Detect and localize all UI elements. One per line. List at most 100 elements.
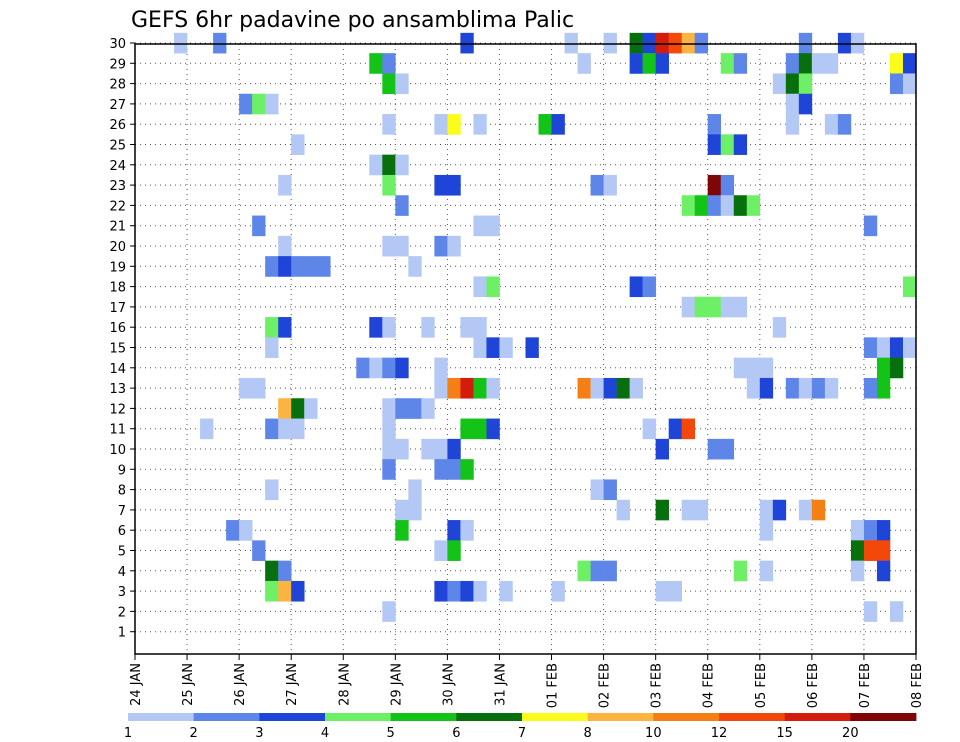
precip-cell — [759, 357, 774, 379]
y-tick-label: 25 — [109, 139, 126, 154]
precip-cell — [382, 459, 396, 480]
precip-cell — [447, 580, 461, 602]
precip-cell — [655, 580, 669, 602]
precip-cell — [499, 580, 513, 602]
precip-cell — [616, 377, 630, 399]
precip-cell — [473, 276, 487, 298]
y-tick-label: 6 — [118, 524, 126, 539]
legend-label: 5 — [387, 726, 395, 741]
y-tick-label: 14 — [109, 362, 126, 377]
precip-cell — [382, 235, 396, 257]
precip-cell — [564, 32, 578, 54]
precip-cell — [902, 276, 917, 298]
precip-cell — [473, 337, 487, 358]
precip-cell — [382, 601, 396, 622]
precip-cell — [356, 357, 370, 379]
precip-cell — [460, 520, 474, 541]
precip-cell — [434, 235, 448, 257]
precip-cell — [720, 134, 735, 155]
precip-cell — [265, 93, 279, 115]
x-tick-label: 06 FEB — [806, 663, 821, 708]
precip-cell — [291, 134, 305, 155]
legend-swatch — [850, 713, 917, 721]
precip-cell — [720, 296, 735, 318]
precip-cell — [278, 317, 292, 338]
precip-cell — [850, 560, 865, 582]
precip-cell — [460, 418, 474, 440]
precip-cell — [629, 32, 643, 54]
precip-cell — [655, 53, 669, 74]
precip-cell — [460, 580, 474, 602]
x-axis: 24 JAN 25 JAN 26 JAN 27 JAN 28 JAN 29 JAN 30 J… — [129, 654, 925, 708]
precip-cell — [369, 53, 383, 74]
precip-cell — [252, 93, 266, 115]
precip-cell — [278, 174, 292, 196]
precip-cell — [395, 73, 409, 95]
precip-cell — [473, 114, 487, 135]
legend-label: 6 — [452, 726, 460, 741]
chart-title: GEFS 6hr padavine po ansamblima Palic — [131, 8, 574, 33]
precip-cell — [642, 418, 656, 440]
precip-cell — [304, 398, 318, 419]
legend-label: 12 — [711, 726, 728, 741]
precip-cell — [577, 560, 591, 582]
precip-cell — [291, 418, 305, 440]
precip-cell — [902, 53, 917, 74]
precip-cell — [707, 114, 722, 135]
precip-cell — [447, 235, 461, 257]
precip-cell — [603, 479, 617, 501]
precip-cell — [265, 479, 279, 501]
y-tick-label: 23 — [109, 179, 126, 194]
precip-cell — [395, 520, 409, 541]
precip-cell — [369, 154, 383, 176]
precip-cell — [382, 174, 396, 196]
precip-cell — [239, 377, 253, 399]
legend-swatch — [587, 713, 654, 721]
precip-cell — [889, 357, 904, 379]
precip-cell — [213, 32, 227, 54]
precip-cell — [382, 53, 396, 74]
precip-cell — [733, 195, 748, 216]
precip-cell — [434, 459, 448, 480]
precip-cell — [876, 520, 891, 541]
precip-cell — [733, 296, 748, 318]
precip-cell — [590, 560, 604, 582]
precip-cell — [603, 174, 617, 196]
precip-cell — [759, 499, 774, 521]
precip-cell — [473, 377, 487, 399]
y-tick-label: 18 — [109, 281, 126, 296]
precip-cell — [889, 73, 904, 95]
precip-cell — [369, 317, 383, 338]
precip-cell — [473, 418, 487, 440]
precip-cell — [265, 560, 279, 582]
precip-cell — [447, 174, 461, 196]
y-tick-label: 1 — [118, 626, 126, 641]
precip-cell — [889, 53, 904, 74]
precip-cell — [408, 256, 422, 277]
precip-cell — [902, 337, 917, 358]
precip-cell — [642, 32, 656, 54]
precip-cell — [824, 377, 839, 399]
precip-cell — [395, 235, 409, 257]
legend-swatch — [784, 713, 851, 721]
legend-swatch — [325, 713, 392, 721]
precip-cell — [798, 73, 813, 95]
precip-cell — [681, 32, 696, 54]
precip-cell — [863, 337, 878, 358]
precip-cell — [863, 540, 878, 561]
precip-cell — [785, 114, 800, 135]
precip-cell — [382, 114, 396, 135]
precip-cell — [278, 560, 292, 582]
precip-cell — [577, 377, 591, 399]
precip-cell — [460, 377, 474, 399]
x-tick-label: 28 JAN — [337, 663, 352, 706]
precip-cell — [304, 256, 318, 277]
legend-label: 20 — [842, 726, 859, 741]
precip-cell — [863, 520, 878, 541]
y-tick-label: 24 — [109, 159, 126, 174]
precip-cell — [850, 32, 865, 54]
precip-cell — [395, 357, 409, 379]
precip-cell — [811, 377, 826, 399]
precip-cell — [434, 540, 448, 561]
y-tick-label: 3 — [118, 585, 126, 600]
